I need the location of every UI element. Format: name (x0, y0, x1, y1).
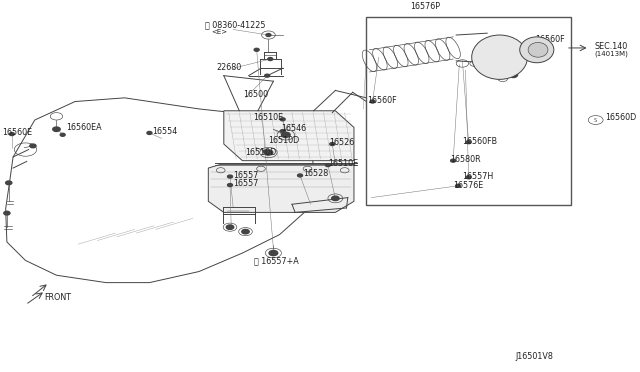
Text: 16557: 16557 (233, 171, 259, 180)
Circle shape (264, 150, 268, 153)
Circle shape (282, 134, 287, 137)
Circle shape (4, 211, 10, 215)
Text: 16510E: 16510E (253, 113, 284, 122)
Circle shape (500, 74, 506, 77)
Text: 16580R: 16580R (450, 155, 481, 164)
Text: 16528: 16528 (303, 169, 328, 178)
Bar (366, 16, 571, 205)
Polygon shape (224, 111, 354, 161)
Circle shape (254, 48, 259, 51)
Circle shape (147, 131, 152, 134)
Circle shape (269, 250, 278, 256)
Polygon shape (208, 164, 354, 212)
Circle shape (227, 225, 234, 230)
Circle shape (330, 142, 335, 145)
Text: FRONT: FRONT (44, 293, 71, 302)
Circle shape (370, 100, 375, 103)
Text: 16500: 16500 (244, 90, 269, 99)
Text: 16510D: 16510D (268, 136, 300, 145)
Circle shape (268, 58, 273, 61)
Text: 16510D: 16510D (246, 148, 276, 157)
Circle shape (451, 159, 456, 162)
Circle shape (266, 33, 271, 36)
Text: 16560FB: 16560FB (463, 137, 497, 146)
Circle shape (280, 129, 285, 132)
Text: 16576E: 16576E (453, 181, 483, 190)
Text: 16526: 16526 (329, 138, 355, 147)
Text: 16557: 16557 (233, 179, 259, 189)
Circle shape (265, 74, 269, 77)
Text: 22680: 22680 (216, 63, 242, 72)
Text: 16560F: 16560F (367, 96, 397, 105)
Text: 16560E: 16560E (2, 128, 32, 137)
Circle shape (280, 118, 285, 121)
Circle shape (30, 144, 36, 148)
Circle shape (264, 150, 273, 155)
Circle shape (242, 230, 249, 234)
Circle shape (490, 62, 497, 67)
Ellipse shape (520, 37, 554, 63)
Circle shape (6, 181, 12, 185)
Text: 16554: 16554 (152, 127, 177, 137)
Circle shape (282, 132, 290, 137)
Circle shape (326, 164, 330, 167)
Circle shape (332, 196, 339, 201)
Text: Ⓢ 08360-41225: Ⓢ 08360-41225 (205, 20, 266, 29)
Text: 16546: 16546 (281, 124, 306, 133)
Circle shape (228, 183, 232, 186)
Text: 16560F: 16560F (535, 35, 564, 44)
Text: S: S (267, 32, 270, 38)
Text: 16560EA: 16560EA (66, 123, 101, 132)
Text: SEC.140: SEC.140 (595, 42, 628, 51)
Text: J16501V8: J16501V8 (515, 352, 553, 361)
Text: (14013M): (14013M) (595, 51, 628, 58)
Circle shape (10, 132, 14, 135)
Ellipse shape (472, 35, 527, 79)
Text: Ⓢ 16557+A: Ⓢ 16557+A (253, 256, 298, 265)
Text: 16576P: 16576P (410, 2, 440, 11)
Text: 16510E: 16510E (328, 159, 358, 168)
Circle shape (298, 174, 303, 177)
Circle shape (52, 127, 60, 131)
Circle shape (228, 175, 232, 178)
Text: <E>: <E> (211, 29, 228, 35)
Circle shape (509, 72, 518, 77)
Circle shape (456, 184, 461, 187)
Circle shape (466, 141, 471, 144)
Ellipse shape (528, 42, 548, 57)
Text: S: S (594, 118, 597, 122)
Circle shape (466, 176, 471, 179)
Circle shape (60, 133, 65, 136)
Text: 16560D: 16560D (605, 113, 636, 122)
Text: 16557H: 16557H (463, 172, 493, 181)
